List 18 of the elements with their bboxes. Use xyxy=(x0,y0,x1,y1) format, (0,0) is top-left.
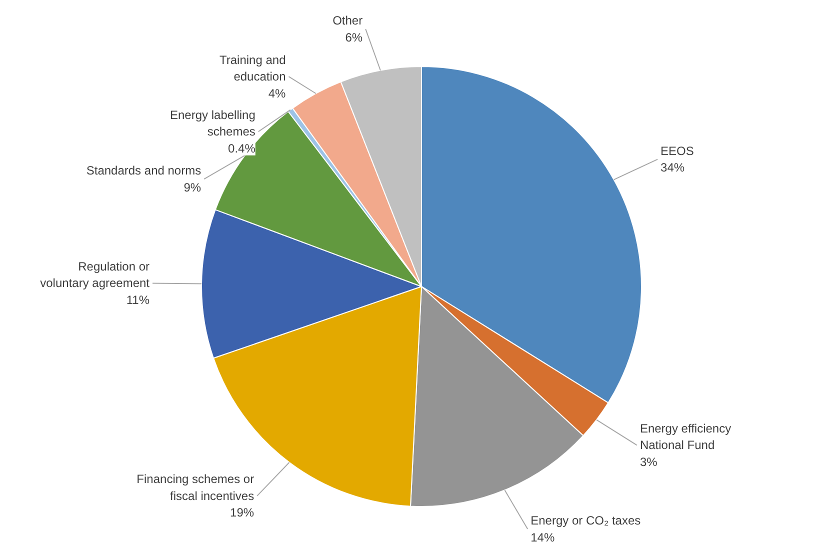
slice-label: Regulation or voluntary agreement xyxy=(40,259,150,290)
data-label: 34% xyxy=(660,160,685,175)
data-label: 3% xyxy=(640,455,658,470)
slice-label: EEOS xyxy=(660,144,694,158)
data-label: 14% xyxy=(530,530,555,544)
data-label: 11% xyxy=(126,293,150,308)
data-label: 19% xyxy=(230,506,254,520)
data-label: 6% xyxy=(345,30,363,45)
slice-label: Training and education xyxy=(219,52,286,84)
data-label: 4% xyxy=(268,86,286,100)
data-label: 9% xyxy=(184,180,202,195)
slice-label: Energy or CO₂ taxes xyxy=(530,514,641,528)
slice-label: Energy efficiency National Fund xyxy=(640,421,732,452)
slice-label: Other xyxy=(332,14,363,28)
slice-label: Financing schemes or fiscal incentives xyxy=(136,472,254,503)
data-label: 0.4% xyxy=(228,141,256,156)
slice-label: Energy labelling schemes xyxy=(170,108,256,139)
slice-label: Standards and norms xyxy=(86,164,202,178)
